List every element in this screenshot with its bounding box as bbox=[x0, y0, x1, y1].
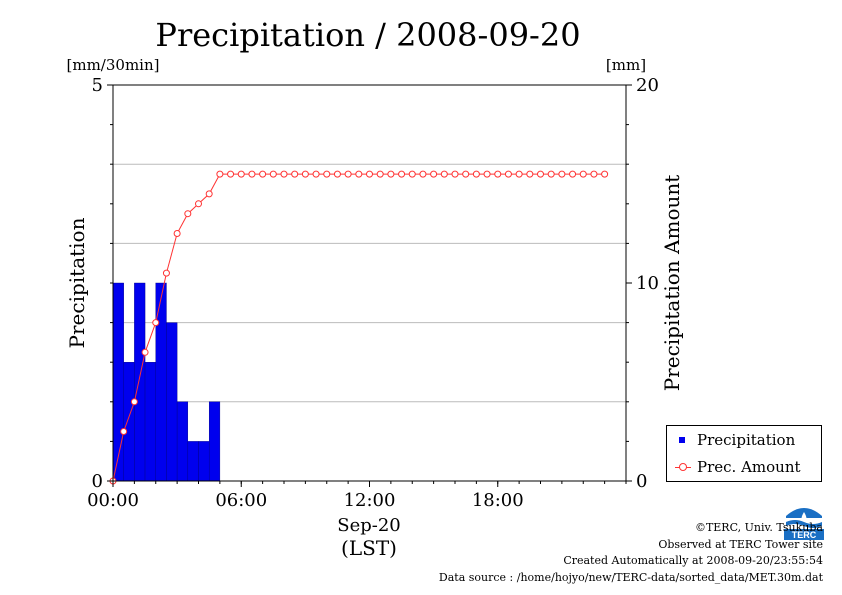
amount-line bbox=[109, 170, 609, 485]
amount-point bbox=[398, 170, 406, 178]
precipitation-bar bbox=[187, 441, 199, 482]
x-tick-label: 00:00 bbox=[87, 490, 139, 511]
credit-copyright: ©TERC, Univ. Tsukuba bbox=[694, 521, 823, 534]
amount-point bbox=[333, 170, 341, 178]
legend: Precipitation Prec. Amount bbox=[666, 425, 822, 482]
precipitation-bar bbox=[144, 362, 156, 482]
amount-point bbox=[590, 170, 598, 178]
amount-point bbox=[269, 170, 277, 178]
plot-frame bbox=[112, 84, 627, 482]
amount-point bbox=[312, 170, 320, 178]
chart-title: Precipitation / 2008-09-20 bbox=[155, 16, 580, 54]
amount-point bbox=[408, 170, 416, 178]
precipitation-bar bbox=[134, 282, 146, 482]
amount-point bbox=[173, 230, 181, 237]
legend-line-swatch bbox=[675, 461, 691, 473]
amount-point bbox=[259, 170, 267, 178]
logo-text: TERC bbox=[792, 530, 817, 540]
precipitation-bars bbox=[112, 282, 221, 482]
precipitation-bar bbox=[112, 282, 124, 482]
credit-site: Observed at TERC Tower site bbox=[658, 537, 823, 551]
axis-ticks: 0 5 0 10 20 00:00 06:00 12:00 18:00 bbox=[87, 75, 659, 511]
left-axis-unit: [mm/30min] bbox=[67, 56, 160, 74]
amount-point bbox=[184, 210, 192, 218]
credit-created: Created Automatically at 2008-09-20/23:5… bbox=[563, 554, 823, 567]
left-axis-label: Precipitation bbox=[65, 217, 89, 348]
amount-point bbox=[526, 170, 534, 178]
right-tick-label: 20 bbox=[636, 75, 659, 96]
amount-point bbox=[579, 170, 587, 178]
legend-bar-swatch bbox=[675, 434, 691, 446]
precipitation-bar bbox=[155, 282, 167, 482]
plot-border bbox=[112, 84, 627, 482]
amount-point bbox=[387, 170, 395, 178]
amount-point bbox=[515, 170, 523, 178]
right-axis-label: Precipitation Amount bbox=[660, 175, 684, 392]
legend-item-precipitation: Precipitation bbox=[675, 431, 795, 449]
amount-point bbox=[344, 170, 352, 178]
amount-point bbox=[558, 170, 566, 178]
precipitation-bar bbox=[208, 401, 221, 482]
credit-source: Data source : /home/hojyo/new/TERC-data/… bbox=[438, 570, 823, 584]
x-tick-label: 12:00 bbox=[344, 490, 396, 511]
amount-point bbox=[248, 170, 256, 178]
amount-point bbox=[440, 170, 448, 178]
amount-point bbox=[494, 170, 502, 178]
grid-lines bbox=[113, 163, 626, 403]
amount-point bbox=[472, 170, 480, 178]
amount-point bbox=[419, 170, 427, 178]
amount-point bbox=[227, 170, 235, 178]
legend-label-amount: Prec. Amount bbox=[697, 458, 801, 476]
amount-point bbox=[462, 170, 470, 178]
amount-point bbox=[141, 348, 149, 356]
amount-point bbox=[237, 170, 245, 178]
amount-point bbox=[601, 170, 609, 178]
left-tick-label: 5 bbox=[92, 75, 103, 96]
amount-point bbox=[130, 398, 138, 406]
amount-point bbox=[430, 170, 438, 178]
precipitation-bar bbox=[176, 401, 189, 482]
terc-logo: TERC bbox=[782, 502, 826, 542]
left-tick-label: 0 bbox=[92, 471, 103, 492]
precipitation-bar bbox=[123, 362, 135, 482]
precipitation-bar bbox=[198, 441, 210, 482]
amount-point bbox=[355, 170, 363, 178]
amount-point bbox=[120, 428, 128, 435]
amount-point bbox=[366, 170, 373, 178]
right-axis-unit: [mm] bbox=[606, 56, 646, 74]
x-tick-label: 06:00 bbox=[215, 490, 267, 511]
amount-point bbox=[152, 319, 160, 327]
amount-point bbox=[376, 170, 384, 178]
amount-point bbox=[301, 170, 309, 178]
legend-label-precipitation: Precipitation bbox=[697, 431, 796, 449]
amount-point bbox=[451, 170, 459, 178]
x-axis-sublabel: (LST) bbox=[341, 536, 397, 560]
credits-block: ©TERC, Univ. Tsukuba Observed at TERC To… bbox=[439, 520, 823, 586]
amount-point bbox=[537, 170, 544, 178]
amount-point bbox=[195, 200, 202, 208]
amount-point bbox=[483, 170, 491, 178]
amount-point bbox=[569, 170, 577, 178]
amount-point bbox=[291, 170, 299, 178]
amount-point bbox=[323, 170, 331, 178]
right-tick-label: 10 bbox=[636, 273, 659, 294]
amount-point bbox=[205, 190, 213, 198]
x-tick-label: 18:00 bbox=[472, 490, 524, 511]
amount-point bbox=[216, 170, 224, 178]
amount-point bbox=[280, 170, 288, 178]
amount-point bbox=[547, 170, 555, 178]
amount-point bbox=[162, 269, 170, 277]
right-tick-label: 0 bbox=[636, 471, 647, 492]
amount-point bbox=[504, 170, 512, 178]
x-axis-label: Sep-20 bbox=[337, 515, 401, 536]
legend-item-amount: Prec. Amount bbox=[675, 458, 801, 476]
precipitation-bar bbox=[166, 322, 178, 482]
